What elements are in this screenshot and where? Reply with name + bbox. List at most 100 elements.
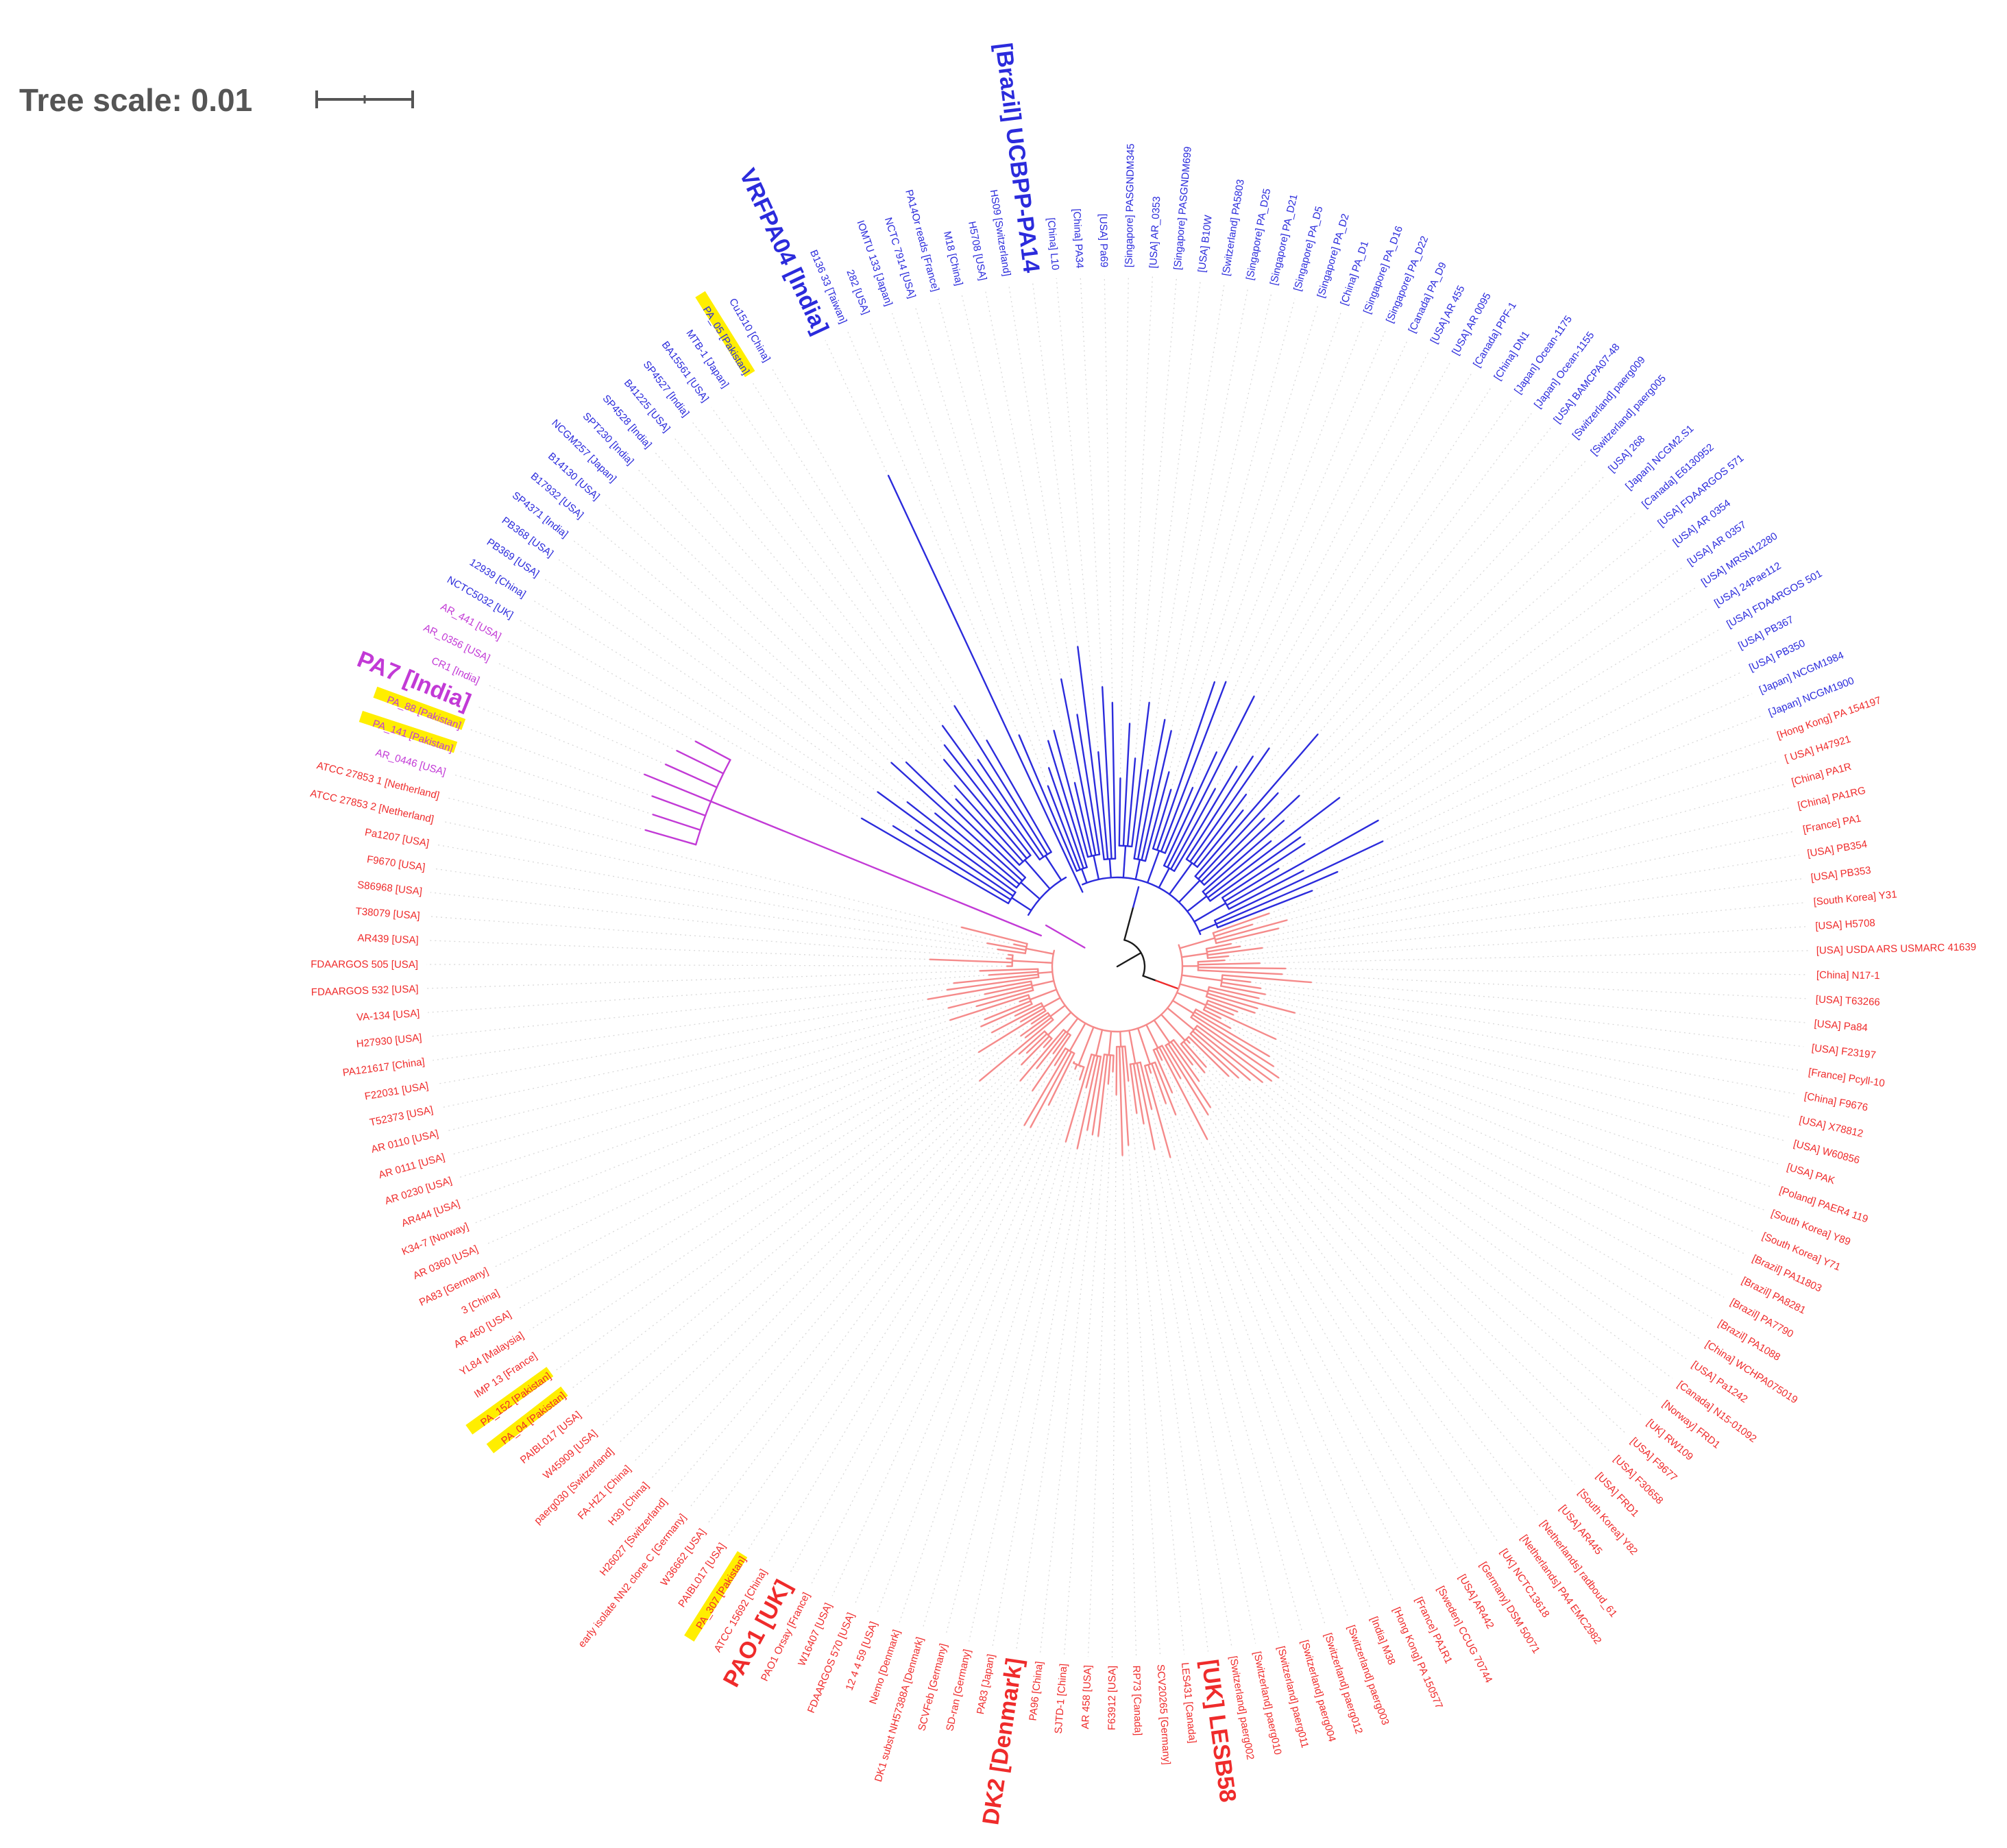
red-tip-152 <box>1008 953 1014 956</box>
leaf-guide-85 <box>1192 1064 1538 1516</box>
red-tip-80 <box>1189 1032 1239 1079</box>
leaf-guide-8 <box>984 288 1062 680</box>
leaf-guide-134 <box>517 1021 1021 1310</box>
leaf-guide-123 <box>688 1067 1038 1509</box>
leaf-label: [USA] MRSN12280 <box>1699 531 1779 589</box>
leaf-india-m38: [India] M38 <box>1368 1615 1398 1666</box>
red-tip-156 <box>960 926 1028 945</box>
leaf-label: H27930 [USA] <box>356 1032 422 1050</box>
leaf-guide-65 <box>1258 997 1792 1119</box>
leaf-guide-55 <box>1262 878 1803 949</box>
leaf-guide-95 <box>1150 1072 1326 1626</box>
leaf-guide-54 <box>1239 854 1799 947</box>
blue-a-group-stem-16 <box>1134 858 1141 880</box>
leaf-switzerland-paerg010: [Switzerland] paerg010 <box>1251 1651 1283 1756</box>
blue-b-tip-173 <box>953 785 1024 863</box>
leaf-label: [USA] BAMCPA07-48 <box>1551 341 1622 426</box>
leaf-guide-16 <box>1134 278 1178 759</box>
blue-b-tip-166 <box>914 829 1014 897</box>
red-tip-105 <box>1112 1054 1115 1073</box>
red-group-stem-76 <box>1047 1011 1072 1036</box>
red-group-arc-100 <box>1011 954 1014 967</box>
red-tip-77 <box>1196 1025 1272 1082</box>
leaf-guide-77 <box>1271 1080 1672 1379</box>
leaf-guide-142 <box>446 1007 949 1132</box>
blue-a-tip-28 <box>1170 788 1216 871</box>
leaf-guide-99 <box>1143 1123 1232 1649</box>
leaf-guide-56 <box>1228 902 1805 957</box>
red-tip-69 <box>1206 999 1239 1013</box>
leaf-guide-160 <box>476 705 645 775</box>
blue-b-tip-168 <box>906 801 1018 889</box>
red-group-stem-60 <box>1095 1029 1104 1057</box>
leaf-fdaargos-505-usa: FDAARGOS 505 [USA] <box>311 958 418 970</box>
leaf-label: HS09 [Switzerland] <box>988 189 1013 277</box>
leaf-guide-78 <box>1262 1082 1658 1398</box>
leaf-japan-ocean-1175: [Japan] Ocean-1175 <box>1512 314 1574 396</box>
leaf-usa-pak: [USA] PAK <box>1786 1161 1836 1187</box>
leaf-guide-2 <box>847 330 1020 735</box>
red-group-arc-104 <box>1024 943 1028 954</box>
leaf-label: AR 0230 [USA] <box>383 1175 453 1207</box>
leaf-label: [USA] Pa69 <box>1097 214 1110 268</box>
leaf-guide-45 <box>1303 649 1732 871</box>
leaf-label: [USA] H5708 <box>1815 917 1875 932</box>
leaf-pa121617-china: PA121617 [China] <box>342 1056 426 1079</box>
leaf-usa-pa69: [USA] Pa69 <box>1097 214 1110 268</box>
leaf-guide-131 <box>556 1035 1021 1371</box>
leaf-guide-36 <box>1263 476 1605 819</box>
leaf-ar-0446-usa: AR_0446 [USA] <box>374 747 447 779</box>
blue-b-tip-174 <box>943 759 1028 860</box>
red-tip-106 <box>1107 1054 1112 1085</box>
blue-a-tip-2 <box>1018 734 1078 872</box>
leaf-guide-88 <box>1207 1114 1479 1556</box>
leaf-label: T38079 [USA] <box>355 905 420 922</box>
leaf-label: T52373 [USA] <box>369 1104 435 1129</box>
red-tip-141 <box>975 989 1034 1008</box>
blue-a-tip-13 <box>1111 701 1117 860</box>
leaf-china-pa1r: [China] PA1R <box>1790 761 1853 788</box>
blue-a-tip-25 <box>1164 787 1194 854</box>
blue-a-tip-27 <box>1167 695 1255 868</box>
leaf-guide-21 <box>1168 298 1296 773</box>
tree-scale-legend: Tree scale: 0.01 <box>19 82 414 118</box>
pakistan-highlight <box>358 711 458 753</box>
leaf-guide-121 <box>727 1090 1033 1537</box>
blue-a-tip-45 <box>1228 870 1304 910</box>
leaf-guide-108 <box>1016 1134 1093 1651</box>
leaf-label: [USA] T63266 <box>1815 994 1880 1008</box>
leaf-label: [Japan] Ocean-1175 <box>1512 314 1574 396</box>
blue-a-tip-36 <box>1200 817 1265 883</box>
leaf-label: [Hong Kong] PA 150577 <box>1391 1605 1445 1710</box>
leaf-rp73-canada: RP73 [Canada] <box>1130 1665 1144 1736</box>
blue-b-tip-179 <box>986 740 1052 853</box>
leaf-guide-84 <box>1204 1072 1557 1500</box>
leaf-canada-n15-01092: [Canada] N15-01092 <box>1675 1378 1759 1445</box>
leaf-guide-154 <box>437 844 988 944</box>
leaf-guide-60 <box>1282 973 1808 999</box>
red-tip-143 <box>984 983 1033 995</box>
leaf-ar-0111-usa: AR 0111 [USA] <box>378 1152 446 1181</box>
red-group-arc-12 <box>1220 974 1224 987</box>
leaf-guide-lines <box>426 276 1808 1657</box>
red-tip-103 <box>1119 1045 1123 1156</box>
red-tip-71 <box>1204 1006 1277 1040</box>
blue-a-base-arc <box>1081 876 1202 936</box>
red-tip-124 <box>1019 1029 1065 1082</box>
leaf-label: [Singapore] PA_D21 <box>1268 193 1300 287</box>
red-group-stem-56 <box>1108 1030 1112 1056</box>
leaf-switzerland-pa5803: [Switzerland] PA5803 <box>1220 178 1247 276</box>
leaf-label: [Singapore] PA_D25 <box>1244 188 1273 281</box>
leaf-guide-59 <box>1285 968 1808 975</box>
leaf-guide-10 <box>1032 280 1078 647</box>
blue-b-tip-164 <box>861 817 1010 905</box>
leaf-label: [South Korea] Y31 <box>1813 888 1897 908</box>
leaf-guide-20 <box>1171 293 1272 731</box>
red-tip-125 <box>1043 1037 1053 1048</box>
leaf-sd-ran-germany: SD-ran [Germany] <box>944 1649 973 1733</box>
leaf-guide-176 <box>711 406 943 727</box>
red-tip-128 <box>1018 1030 1046 1055</box>
leaf-label: [France] PA1 <box>1802 813 1862 836</box>
blue-a-tip-46 <box>1213 840 1384 922</box>
